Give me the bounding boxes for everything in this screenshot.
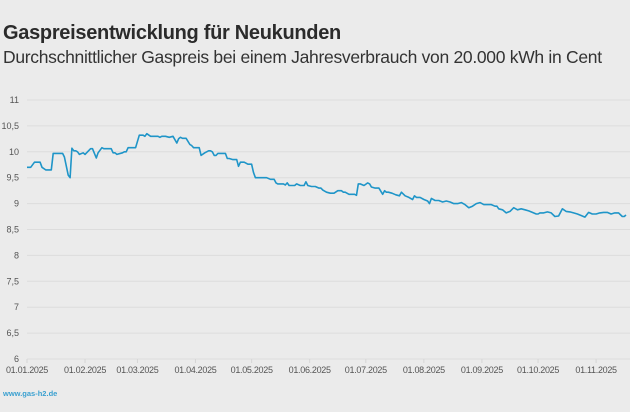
x-tick-label: 01.01.2025 xyxy=(6,365,48,375)
x-tick-label: 01.10.2025 xyxy=(517,365,559,375)
x-tick-label: 01.07.2025 xyxy=(345,365,387,375)
x-tick-label: 01.08.2025 xyxy=(403,365,445,375)
y-tick-label: 7,5 xyxy=(6,276,19,286)
series-line xyxy=(27,132,627,218)
y-tick-label: 8,5 xyxy=(6,225,19,235)
x-tick-label: 01.11.2025 xyxy=(575,365,617,375)
y-tick-label: 6 xyxy=(14,354,19,364)
y-tick-label: 10 xyxy=(9,147,19,157)
chart-title: Gaspreisentwicklung für Neukunden xyxy=(3,22,341,44)
y-tick-label: 6,5 xyxy=(6,328,19,338)
y-tick-label: 8 xyxy=(14,250,19,260)
x-tick-label: 01.09.2025 xyxy=(461,365,503,375)
y-tick-label: 7 xyxy=(14,302,19,312)
source-link[interactable]: www.gas-h2.de xyxy=(3,389,58,398)
x-tick-label: 01.03.2025 xyxy=(116,365,158,375)
series-group xyxy=(27,132,627,218)
y-tick-label: 11 xyxy=(10,95,19,105)
x-axis-ticks: 01.01.2025 01.02.2025 01.03.2025 01.04.2025… xyxy=(6,359,617,375)
chart-subtitle: Durchschnittlicher Gaspreis bei einem Ja… xyxy=(3,47,602,67)
y-tick-label: 9 xyxy=(14,199,19,209)
y-tick-label: 9,5 xyxy=(6,173,19,183)
x-tick-label: 01.04.2025 xyxy=(174,365,216,375)
x-tick-label: 01.05.2025 xyxy=(231,365,273,375)
x-tick-label: 01.02.2025 xyxy=(64,365,106,375)
y-axis-ticks: 11 10,5 10 9,5 9 8,5 8 7,5 7 6,5 6 xyxy=(1,95,19,364)
y-tick-label: 10,5 xyxy=(1,121,19,131)
x-tick-label: 01.06.2025 xyxy=(289,365,331,375)
gridlines xyxy=(27,99,630,360)
